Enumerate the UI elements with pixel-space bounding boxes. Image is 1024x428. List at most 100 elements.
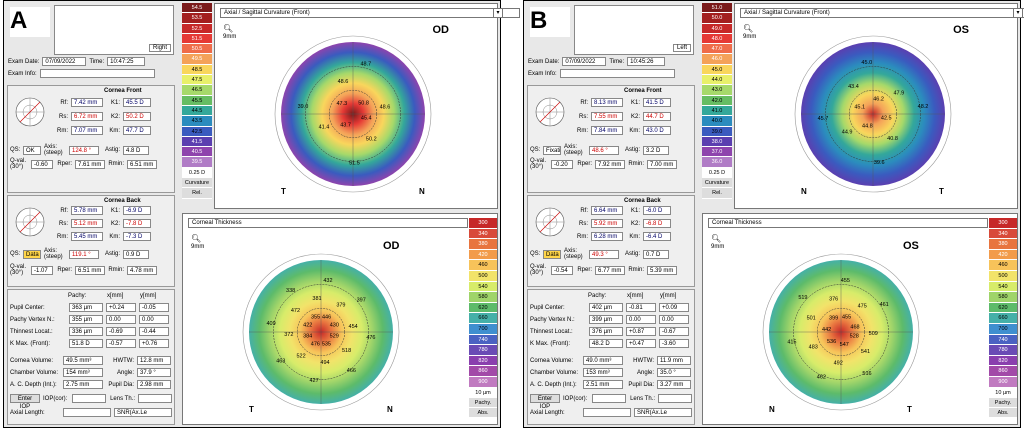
scale-step: 41.5 [182, 136, 212, 148]
zoom-icon[interactable]: 🔍︎ [191, 234, 202, 243]
scale-step: 820 [989, 355, 1017, 367]
field-label: A. C. Depth (Int.): [10, 381, 57, 388]
pachy-vertex: 399 µm [589, 315, 623, 324]
axial-field[interactable] [583, 408, 631, 417]
map-value-label: 528 [850, 334, 859, 340]
back-axis-compass-icon [535, 207, 565, 237]
map-value-label: 44.8 [862, 123, 873, 129]
map-type-select[interactable]: Corneal Thickness [188, 218, 468, 228]
exam-info-field[interactable] [559, 69, 675, 78]
exam-date: 07/09/2022 [562, 57, 607, 66]
front-rs: 7.55 mm [591, 112, 623, 121]
field-label: Q-val. (30°) [10, 158, 27, 170]
map-type-select[interactable]: Axial / Sagittal Curvature (Front) [740, 8, 1024, 18]
front-rmin: 7.00 mm [647, 159, 677, 169]
field-label: K2: [110, 220, 120, 227]
scale-step: 900 [989, 376, 1017, 388]
lens-field[interactable] [138, 394, 172, 403]
map-value-label: 536 [827, 339, 836, 345]
snr-field: SNR(Ax.Le [634, 408, 692, 417]
map-value-label: 475 [858, 304, 867, 310]
thickness-map-window[interactable]: Corneal Thickness 🔍︎ 9mm OS 528 541 516 547 492 4… [702, 213, 1018, 425]
map-value-label: 46.2 [873, 97, 884, 103]
map-value-label: 535 [322, 341, 331, 347]
scale-step: 42.0 [702, 95, 732, 106]
eye-indicator: Left [672, 44, 691, 52]
pachy-thinnest: 336 µm [69, 327, 103, 336]
curvature-map-window[interactable]: Axial / Sagittal Curvature (Front) ▾ 🔍︎ 9mm… [214, 3, 520, 209]
scale-step: 49.0 [702, 23, 732, 34]
scale-step: 860 [469, 366, 497, 377]
map-type-select[interactable]: Corneal Thickness [708, 218, 988, 228]
field-label: K1: [630, 207, 640, 214]
pachymetry-section: Pachy: x[mm] y[mm] Pupil Center: 363 µm +0.24… [7, 289, 175, 425]
scale-step: 540 [469, 281, 497, 293]
zoom-icon[interactable]: 🔍︎ [223, 24, 234, 33]
back-rm: 5.45 mm [71, 232, 103, 241]
back-k1: -6.0 D [643, 206, 671, 215]
pachy-y: -0.67 [659, 327, 689, 336]
field-label: IOP(cor): [563, 395, 588, 402]
field-label: Axis: (steep) [564, 144, 583, 156]
map-value-label: 48.7 [360, 61, 371, 67]
field-label: Rper: [57, 267, 72, 273]
field-label: QS: [10, 147, 21, 153]
exam-info-field[interactable] [39, 69, 155, 78]
map-value-label: 40.8 [887, 136, 898, 142]
front-qval: -0.20 [551, 159, 573, 169]
lens-field[interactable] [658, 394, 692, 403]
front-km: 47.7 D [123, 126, 151, 135]
scale-step: 380 [469, 239, 497, 250]
curvature-map-window[interactable]: Axial / Sagittal Curvature (Front) ▾ 🔍︎ 9mm… [734, 3, 1024, 209]
front-qval: -0.60 [31, 159, 53, 169]
field-label: Pupil Dia: [108, 381, 134, 388]
scale-step: 460 [989, 260, 1017, 271]
scale-step: 36.0 [702, 157, 732, 168]
back-axis-compass-icon [15, 207, 45, 237]
map-value-label: 338 [286, 288, 295, 294]
map-value-label: 509 [869, 331, 878, 337]
chevron-down-icon[interactable]: ▾ [493, 8, 503, 18]
zoom-icon[interactable]: 🔍︎ [743, 24, 754, 33]
pachy-center: 363 µm [69, 303, 103, 312]
field-label: Astig: [624, 147, 640, 153]
scale-step: 46.0 [702, 54, 732, 65]
pachymetry-section: Pachy: x[mm] y[mm] Pupil Center: 402 µm -0.81… [527, 289, 695, 425]
front-k1: 41.5 D [643, 98, 671, 107]
vol-pupil: 3.27 mm [657, 380, 691, 389]
map-value-label: 409 [266, 321, 275, 327]
thickness-map-window[interactable]: Corneal Thickness 🔍︎ 9mm OD 529 518 466 535 494 4… [182, 213, 498, 425]
field-label: K2: [630, 220, 640, 227]
chevron-down-icon[interactable]: ▾ [1013, 8, 1023, 18]
map-value-label: 384 [303, 333, 312, 339]
cornea-back-section: Cornea Back Rf: 6.64 mm K1: -6.0 D Rs: 5.92 mm… [527, 195, 695, 287]
iop-field[interactable] [72, 394, 106, 403]
map-value-label: 50.2 [366, 137, 377, 143]
axial-field[interactable] [63, 408, 111, 417]
map-value-label: 376 [829, 296, 838, 302]
front-k1: 45.5 D [123, 98, 151, 107]
front-astig: 3.2 D [643, 145, 669, 155]
map-value-label: 518 [342, 348, 351, 354]
enter-iop-button[interactable]: Enter IOP [530, 394, 560, 410]
curvature-color-scale: 54.5 53.5 52.5 51.5 50.5 49.5 48.5 47.5 46.5 45.5… [182, 3, 212, 199]
field-label: Astig: [104, 147, 120, 153]
map-type-select[interactable]: Axial / Sagittal Curvature (Front) [220, 8, 520, 18]
scale-step: 580 [469, 292, 497, 303]
pachy-x: -0.81 [626, 303, 656, 312]
field-label: Axial Length: [530, 409, 565, 416]
field-label: Angle: [636, 369, 654, 376]
scale-step: 340 [989, 228, 1017, 240]
enter-iop-button[interactable]: Enter IOP [10, 394, 40, 410]
cornea-front-section: Cornea Front Rf: 8.13 mm K1: 41.5 D Rs: 7.55 m… [527, 85, 695, 193]
vol-hwtw: 12.8 mm [137, 356, 171, 365]
back-rs: 5.12 mm [71, 219, 103, 228]
pachy-y: -0.05 [139, 303, 169, 312]
scale-mode: Rel. [702, 188, 732, 199]
zoom-icon[interactable]: 🔍︎ [711, 234, 722, 243]
map-value-label: 45.4 [361, 116, 372, 122]
field-label: Axis: (steep) [44, 144, 63, 156]
iop-field[interactable] [592, 394, 626, 403]
field-label: Astig: [104, 251, 120, 257]
front-k2: 50.2 D [123, 112, 151, 121]
